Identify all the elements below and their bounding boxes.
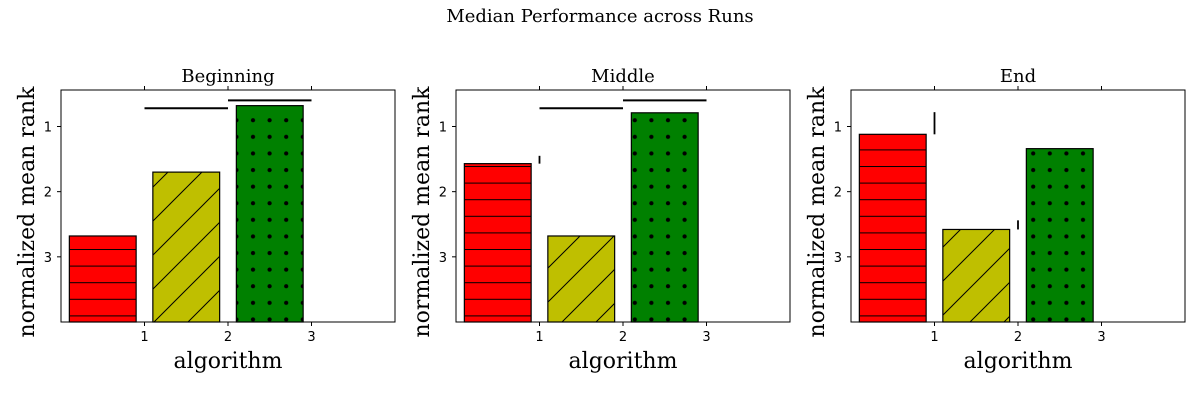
subplot-title: Middle	[591, 66, 655, 87]
bar-hatch	[152, 171, 221, 323]
x-tick-label: 1	[140, 330, 148, 345]
bar-3	[630, 112, 699, 323]
bar-2	[547, 235, 616, 323]
y-axis-label: normalized mean rank	[15, 86, 40, 338]
bar-hatch	[463, 163, 532, 323]
subplots: 1 2 3 1 2 3 Beginning algorithm normalized mean …	[15, 66, 1186, 374]
x-axis-label: algorithm	[174, 349, 283, 374]
y-tick-label: 1	[439, 120, 447, 135]
subplot-title: Beginning	[181, 66, 274, 87]
y-tick-label: 1	[834, 120, 842, 135]
bar-hatch	[858, 133, 927, 323]
bar-1	[858, 133, 927, 323]
y-tick-label: 2	[834, 186, 842, 201]
subplot-3: 1 2 3 1 2 3 End algorithm normalized mean rank	[805, 66, 1186, 374]
figure-title: Median Performance across Runs	[446, 6, 753, 27]
x-tick-label: 2	[1014, 330, 1022, 345]
bar-1	[463, 163, 532, 323]
y-tick-label: 2	[439, 186, 447, 201]
bar-2	[942, 228, 1011, 323]
x-tick-label: 2	[224, 330, 232, 345]
x-tick-label: 2	[619, 330, 627, 345]
y-axis-label: normalized mean rank	[805, 86, 830, 338]
bar-3	[1025, 148, 1094, 323]
bar-1	[68, 235, 137, 323]
y-tick-label: 3	[439, 251, 447, 266]
bar-hatch	[68, 235, 137, 323]
subplot-title: End	[1000, 66, 1036, 87]
x-axis-label: algorithm	[569, 349, 678, 374]
bar-hatch	[942, 228, 1011, 323]
bar-hatch	[547, 235, 616, 323]
x-axis-label: algorithm	[964, 349, 1073, 374]
y-tick-label: 1	[44, 120, 52, 135]
bar-hatch	[630, 112, 699, 323]
y-axis-label: normalized mean rank	[410, 86, 435, 338]
x-tick-label: 1	[535, 330, 543, 345]
x-tick-label: 3	[307, 330, 315, 345]
bar-2	[152, 171, 221, 323]
y-tick-label: 3	[834, 251, 842, 266]
subplot-1: 1 2 3 1 2 3 Beginning algorithm normalized mean …	[15, 66, 396, 374]
x-tick-label: 3	[1097, 330, 1105, 345]
y-tick-label: 2	[44, 186, 52, 201]
x-tick-label: 1	[930, 330, 938, 345]
subplot-2: 1 2 3 1 2 3 Middle algorithm normalized mean ran…	[410, 66, 791, 374]
y-tick-label: 3	[44, 251, 52, 266]
x-tick-label: 3	[702, 330, 710, 345]
bar-3	[235, 105, 304, 323]
bar-hatch	[1025, 148, 1094, 323]
bar-hatch	[235, 105, 304, 323]
